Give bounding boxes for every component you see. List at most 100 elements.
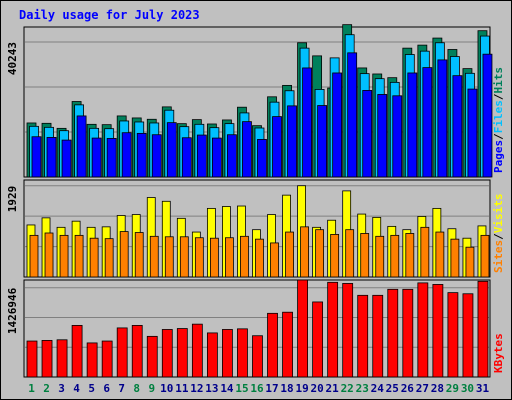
day-label-3: 3	[58, 382, 65, 395]
bar-kbytes-day-7	[116, 327, 128, 378]
bar-sites-day-15	[240, 235, 249, 278]
day-label-8: 8	[133, 382, 140, 395]
legend-item-kbytes: KBytes	[492, 333, 505, 373]
day-label-12: 12	[190, 382, 203, 395]
bar-kbytes-day-17	[267, 312, 278, 378]
panel-visits-sites: 1929 Sites/Visits	[6, 179, 505, 278]
bar-pages-day-8	[136, 132, 147, 178]
bar-sites-day-11	[179, 236, 189, 278]
day-label-2: 2	[43, 382, 50, 395]
bar-kbytes-day-18	[282, 311, 293, 378]
bar-kbytes-day-13	[206, 332, 218, 378]
series-legend: KBytes	[492, 333, 505, 373]
day-label-10: 10	[160, 382, 173, 395]
day-label-23: 23	[356, 382, 369, 395]
day-label-22: 22	[341, 382, 354, 395]
day-label-21: 21	[326, 382, 340, 395]
bar-kbytes-day-8	[131, 324, 143, 378]
day-label-11: 11	[175, 382, 189, 395]
bar-pages-day-15	[242, 121, 252, 178]
bar-kbytes-day-31	[477, 280, 489, 378]
day-label-7: 7	[118, 382, 125, 395]
bar-kbytes-day-19	[297, 279, 308, 378]
bar-sites-day-26	[405, 233, 415, 278]
bar-pages-day-19	[302, 67, 312, 178]
bar-pages-day-3	[61, 139, 72, 178]
bar-kbytes-day-27	[417, 282, 429, 378]
series-legend: Pages/Files/Hits	[492, 67, 505, 173]
bar-sites-day-7	[119, 231, 129, 278]
bar-sites-day-31	[480, 234, 490, 278]
bar-kbytes-day-29	[447, 292, 459, 378]
bar-pages-day-26	[407, 72, 418, 178]
day-label-1: 1	[28, 382, 35, 395]
bar-sites-day-12	[194, 237, 204, 278]
bar-pages-day-14	[227, 134, 237, 178]
legend-item-sites: Sites	[492, 240, 505, 273]
bar-pages-day-29	[452, 75, 463, 178]
legend-separator: /	[492, 233, 505, 240]
day-label-20: 20	[311, 382, 324, 395]
bar-sites-day-27	[420, 226, 430, 278]
bar-pages-day-13	[211, 137, 222, 178]
bar-sites-day-14	[225, 237, 234, 278]
bar-pages-day-28	[437, 59, 448, 178]
bar-sites-day-25	[390, 234, 400, 278]
bar-sites-day-6	[104, 238, 114, 278]
x-axis-day-labels: 1 2 3 4 5 6 7 8 9 10 11 12 13 14 15 16 17 18 19 20 21 22 23 24 2…	[28, 382, 489, 395]
bar-kbytes-day-1	[26, 340, 38, 378]
bar-pages-day-2	[46, 136, 57, 178]
bar-sites-day-5	[89, 237, 99, 278]
day-label-25: 25	[386, 382, 399, 395]
bar-sites-day-9	[149, 235, 159, 278]
bar-kbytes-day-30	[462, 293, 474, 378]
bar-kbytes-day-14	[222, 329, 233, 378]
bar-kbytes-day-28	[432, 284, 444, 378]
bar-pages-day-9	[151, 134, 162, 178]
bar-kbytes-day-6	[101, 340, 113, 378]
bar-sites-day-22	[345, 229, 355, 278]
max-value-label: 40243	[6, 42, 19, 75]
legend-item-hits: Hits	[492, 67, 505, 94]
bar-pages-day-18	[287, 105, 297, 178]
max-value-label: 1929	[6, 186, 19, 213]
bar-sites-day-4	[74, 234, 84, 278]
day-label-17: 17	[265, 382, 278, 395]
bar-kbytes-day-3	[56, 339, 68, 378]
day-label-27: 27	[416, 382, 429, 395]
chart-panels: 40243Pages/Files/Hits1929Sites/Visits142…	[6, 24, 505, 378]
day-label-29: 29	[446, 382, 459, 395]
day-label-5: 5	[88, 382, 95, 395]
day-label-14: 14	[220, 382, 234, 395]
day-label-26: 26	[401, 382, 415, 395]
bar-kbytes-day-11	[176, 328, 188, 378]
bar-kbytes-day-5	[86, 342, 98, 378]
bar-pages-day-22	[347, 52, 358, 178]
bar-pages-day-31	[482, 53, 493, 178]
bar-pages-day-23	[362, 90, 373, 178]
legend-item-visits: Visits	[492, 194, 505, 234]
legend-separator: /	[492, 93, 505, 100]
bar-sites-day-10	[164, 236, 174, 278]
bar-pages-day-7	[121, 132, 132, 178]
bar-pages-day-24	[377, 94, 388, 178]
bar-kbytes-day-26	[402, 288, 414, 378]
bar-sites-day-2	[44, 232, 54, 278]
bar-pages-day-30	[467, 88, 478, 178]
bar-pages-day-12	[196, 134, 207, 178]
day-label-9: 9	[148, 382, 155, 395]
bar-sites-day-8	[134, 232, 144, 278]
day-label-13: 13	[205, 382, 218, 395]
bar-pages-day-27	[422, 67, 433, 178]
bar-sites-day-28	[435, 231, 445, 278]
bar-kbytes-day-16	[252, 335, 263, 378]
bar-sites-day-3	[59, 234, 69, 278]
bar-sites-day-30	[465, 246, 475, 278]
bar-sites-day-19	[300, 226, 309, 278]
bar-pages-day-25	[392, 95, 403, 178]
bar-sites-day-18	[285, 231, 294, 278]
bar-kbytes-day-24	[372, 294, 384, 378]
bar-pages-day-17	[272, 116, 282, 178]
